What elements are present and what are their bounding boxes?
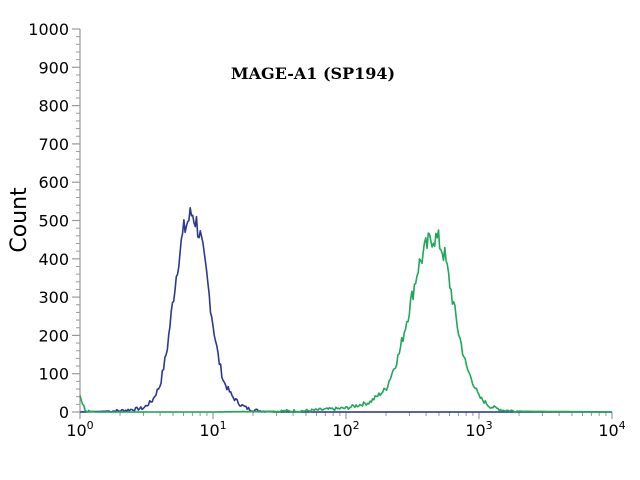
y-tick-label: 100 — [38, 365, 69, 384]
series-line-2 — [79, 229, 612, 413]
y-tick-label: 1000 — [28, 20, 69, 39]
x-ticks: 100 101 102 103 104 — [66, 412, 626, 440]
series-group — [79, 207, 612, 413]
y-tick-label: 200 — [38, 326, 69, 345]
y-tick-label: 400 — [38, 250, 69, 269]
chart-title: MAGE-A1 (SP194) — [231, 64, 395, 83]
x-tick-label: 100 — [66, 419, 93, 440]
y-tick-label: 600 — [38, 173, 69, 192]
y-tick-label: 800 — [38, 97, 69, 116]
y-tick-label: 700 — [38, 135, 69, 154]
x-tick-label: 104 — [598, 419, 625, 440]
y-tick-label: 300 — [38, 288, 69, 307]
y-ticks: 0 100 200 300 400 500 600 700 800 900 1000 — [28, 20, 80, 422]
y-tick-label: 0 — [59, 403, 69, 422]
y-tick-label: 900 — [38, 58, 69, 77]
y-tick-label: 500 — [38, 212, 69, 231]
x-tick-label: 102 — [332, 419, 359, 440]
x-tick-label: 103 — [465, 419, 492, 440]
y-axis-label: Count — [7, 187, 32, 253]
x-tick-label: 101 — [199, 419, 226, 440]
series-line-1 — [80, 207, 612, 413]
